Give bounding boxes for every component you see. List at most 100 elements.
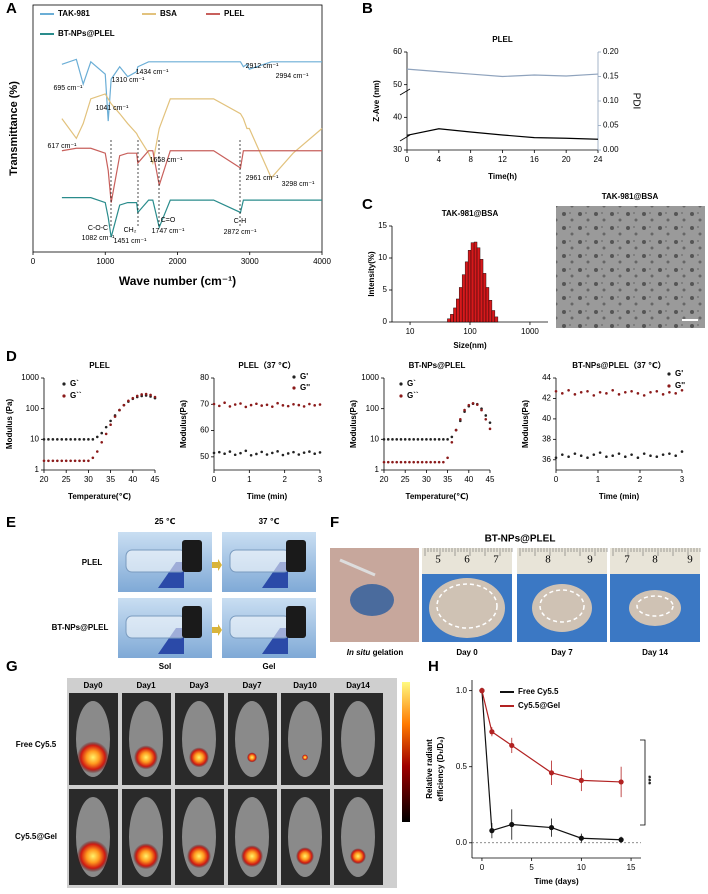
point bbox=[416, 460, 420, 464]
point bbox=[255, 402, 258, 406]
bar bbox=[491, 310, 496, 323]
mouse bbox=[341, 797, 375, 877]
signal bbox=[133, 843, 159, 870]
point bbox=[260, 404, 264, 407]
day-label: Day 0 bbox=[456, 648, 478, 657]
bar bbox=[450, 314, 454, 323]
point bbox=[391, 460, 394, 464]
point bbox=[429, 460, 432, 464]
x-tick-label: 3 bbox=[318, 475, 323, 484]
day-label: Day0 bbox=[83, 681, 103, 690]
panel-letter: C bbox=[362, 196, 373, 213]
point bbox=[212, 402, 216, 406]
point bbox=[64, 438, 68, 441]
y2-axis-label: PDI bbox=[630, 93, 641, 110]
ruler-number: 7 bbox=[493, 554, 499, 566]
ruler-number: 5 bbox=[435, 554, 441, 566]
x-axis-label: Time (days) bbox=[534, 877, 579, 886]
legend-label: TAK-981 bbox=[58, 9, 90, 18]
y-tick-label: 1.0 bbox=[456, 686, 468, 695]
bar bbox=[476, 247, 481, 323]
label-italic: In situ bbox=[347, 648, 371, 657]
point bbox=[618, 779, 624, 785]
point bbox=[416, 438, 420, 441]
point bbox=[56, 459, 59, 463]
point bbox=[429, 438, 432, 441]
chart-title: PLEL bbox=[492, 35, 513, 44]
chart-title: TAK-981@BSA bbox=[442, 209, 499, 218]
annotation: 1434 cm⁻¹ bbox=[136, 69, 170, 76]
y2-tick-label: 0.10 bbox=[603, 96, 619, 105]
panel-letter: E bbox=[6, 514, 16, 531]
cap bbox=[286, 540, 306, 572]
annotation: 1082 cm⁻¹ bbox=[82, 235, 116, 242]
point bbox=[573, 393, 577, 396]
point bbox=[567, 388, 570, 392]
column-label: 25 ℃ bbox=[155, 517, 176, 526]
annotation: 1451 cm⁻¹ bbox=[114, 238, 148, 245]
x-tick-label: 45 bbox=[151, 475, 160, 484]
y-tick-label: 1000 bbox=[361, 373, 379, 382]
point bbox=[271, 451, 274, 455]
point bbox=[386, 460, 390, 464]
legend-swatch bbox=[62, 394, 66, 398]
point bbox=[592, 453, 596, 456]
point bbox=[271, 405, 274, 408]
ruler bbox=[422, 548, 512, 574]
state-label: Gel bbox=[263, 662, 276, 671]
point bbox=[302, 405, 306, 408]
x-tick-label: 20 bbox=[562, 155, 571, 164]
point bbox=[82, 459, 86, 463]
point bbox=[450, 435, 454, 439]
y-tick-label: 80 bbox=[200, 373, 209, 382]
annotation: 2912 cm⁻¹ bbox=[246, 63, 280, 70]
bar bbox=[470, 242, 475, 323]
signal bbox=[296, 847, 314, 866]
point bbox=[318, 451, 322, 454]
x-tick-label: 5 bbox=[529, 863, 534, 872]
point bbox=[618, 837, 624, 843]
point bbox=[598, 451, 602, 454]
bar bbox=[447, 318, 451, 323]
point bbox=[91, 438, 95, 441]
cap bbox=[182, 606, 202, 638]
legend-swatch bbox=[667, 384, 671, 388]
point bbox=[433, 438, 437, 441]
bar bbox=[479, 259, 484, 323]
point bbox=[489, 729, 495, 735]
day-label: Day 7 bbox=[551, 648, 573, 657]
day-label: Day10 bbox=[293, 681, 317, 690]
point bbox=[42, 459, 46, 463]
vial bbox=[125, 549, 187, 573]
point bbox=[391, 438, 394, 441]
point bbox=[579, 454, 583, 457]
point bbox=[47, 438, 50, 441]
x-tick-label: 0 bbox=[554, 475, 559, 484]
point bbox=[382, 460, 386, 464]
y-axis-label: Modulus(Pa) bbox=[179, 400, 188, 448]
signal bbox=[187, 844, 211, 869]
point bbox=[292, 402, 295, 406]
series-line bbox=[406, 68, 599, 78]
point bbox=[446, 456, 449, 460]
point bbox=[661, 393, 665, 396]
y2-tick-label: 0.20 bbox=[603, 47, 619, 56]
cap bbox=[182, 540, 202, 572]
x-tick-label: 12 bbox=[498, 155, 507, 164]
y-tick-label: 10 bbox=[30, 434, 39, 443]
chart-title: PLEL（37 ℃） bbox=[238, 360, 295, 370]
point bbox=[437, 460, 441, 464]
y-tick-label: 5 bbox=[383, 285, 388, 294]
point bbox=[228, 450, 232, 453]
column-label: 37 ℃ bbox=[259, 517, 280, 526]
x-tick-label: 4 bbox=[437, 155, 442, 164]
plot-frame bbox=[32, 4, 323, 253]
annotation: 2872 cm⁻¹ bbox=[224, 229, 258, 236]
mouse bbox=[235, 701, 269, 777]
point bbox=[140, 393, 143, 396]
point bbox=[655, 455, 659, 459]
arrow bbox=[212, 559, 222, 571]
point bbox=[382, 438, 386, 441]
bar bbox=[482, 273, 487, 323]
point bbox=[624, 455, 627, 459]
